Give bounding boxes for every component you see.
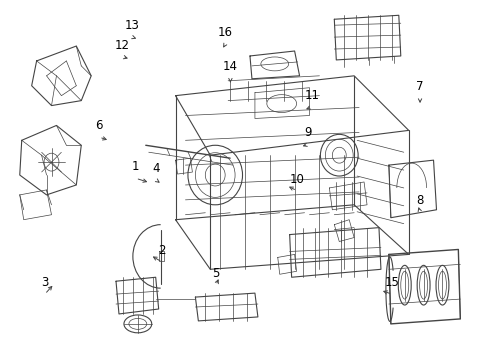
Text: 16: 16	[218, 26, 233, 39]
Text: 14: 14	[223, 60, 238, 73]
Text: 8: 8	[416, 194, 424, 207]
Text: 3: 3	[41, 276, 49, 289]
Text: 7: 7	[416, 80, 424, 93]
Text: 9: 9	[304, 126, 312, 139]
Text: 5: 5	[212, 267, 220, 280]
Text: 4: 4	[152, 162, 160, 175]
Text: 2: 2	[159, 244, 166, 257]
Text: 6: 6	[96, 119, 103, 132]
Text: 1: 1	[132, 160, 139, 173]
Text: 10: 10	[290, 173, 304, 186]
Text: 12: 12	[115, 39, 130, 52]
Text: 13: 13	[125, 19, 140, 32]
Text: 15: 15	[385, 276, 400, 289]
Text: 11: 11	[305, 89, 319, 102]
